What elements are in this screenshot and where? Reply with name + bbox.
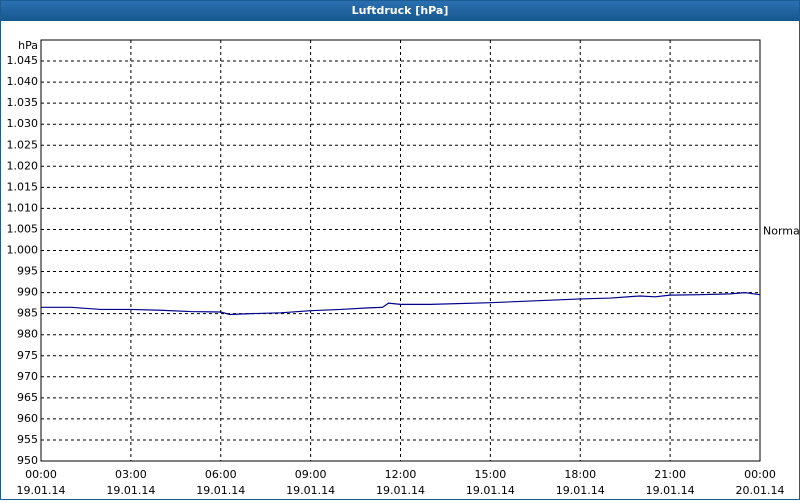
x-tick-date: 19.01.14 bbox=[106, 484, 155, 497]
x-tick-date: 19.01.14 bbox=[17, 484, 66, 497]
x-tick-label: 06:00 bbox=[205, 468, 237, 481]
y-tick-label: 960 bbox=[17, 412, 38, 425]
x-tick-label: 03:00 bbox=[115, 468, 147, 481]
x-tick-label: 00:00 bbox=[744, 468, 776, 481]
y-tick-label: 1.025 bbox=[7, 138, 39, 151]
y-tick-label: 970 bbox=[17, 370, 38, 383]
y-tick-label: 990 bbox=[17, 286, 38, 299]
x-tick-label: 00:00 bbox=[25, 468, 57, 481]
y-tick-label: 1.015 bbox=[7, 180, 39, 193]
y-tick-label: 1.035 bbox=[7, 96, 39, 109]
data-line bbox=[41, 291, 761, 316]
x-tick-date: 19.01.14 bbox=[286, 484, 335, 497]
chart: hPa 950 955 960 965 970 975 980 985 990 995 1.000 1.… bbox=[7, 39, 800, 497]
y-tick-label: 965 bbox=[17, 391, 38, 404]
x-tick-date: 19.01.14 bbox=[466, 484, 515, 497]
y-tick-label: 955 bbox=[17, 433, 38, 446]
x-tick-date: 19.01.14 bbox=[646, 484, 695, 497]
y-tick-label: 1.010 bbox=[7, 201, 39, 214]
x-tick-label: 15:00 bbox=[475, 468, 507, 481]
y-tick-label: 1.045 bbox=[7, 54, 39, 67]
y-tick-label: 985 bbox=[17, 307, 38, 320]
y-axis-label: hPa bbox=[18, 39, 38, 52]
x-tick-label: 09:00 bbox=[295, 468, 327, 481]
x-tick-date: 19.01.14 bbox=[376, 484, 425, 497]
x-tick-label: 12:00 bbox=[385, 468, 417, 481]
x-tick-date: 20.01.14 bbox=[736, 484, 785, 497]
y-tick-label: 980 bbox=[17, 328, 38, 341]
x-tick-date: 19.01.14 bbox=[196, 484, 245, 497]
y-tick-label: 1.040 bbox=[7, 75, 39, 88]
y-tick-label: 1.030 bbox=[7, 117, 39, 130]
y-tick-label: 1.020 bbox=[7, 159, 39, 172]
y-tick-label: 950 bbox=[17, 454, 38, 467]
x-tick-date: 19.01.14 bbox=[556, 484, 605, 497]
title-bar: Luftdruck [hPa] bbox=[1, 1, 799, 21]
annotation: Normal bbox=[763, 224, 799, 237]
y-tick-label: 995 bbox=[17, 265, 38, 278]
y-tick-label: 975 bbox=[17, 349, 38, 362]
y-tick-label: 1.005 bbox=[7, 222, 39, 235]
x-tick-label: 18:00 bbox=[564, 468, 596, 481]
y-tick-label: 1.000 bbox=[7, 244, 39, 257]
x-tick-label: 21:00 bbox=[654, 468, 686, 481]
